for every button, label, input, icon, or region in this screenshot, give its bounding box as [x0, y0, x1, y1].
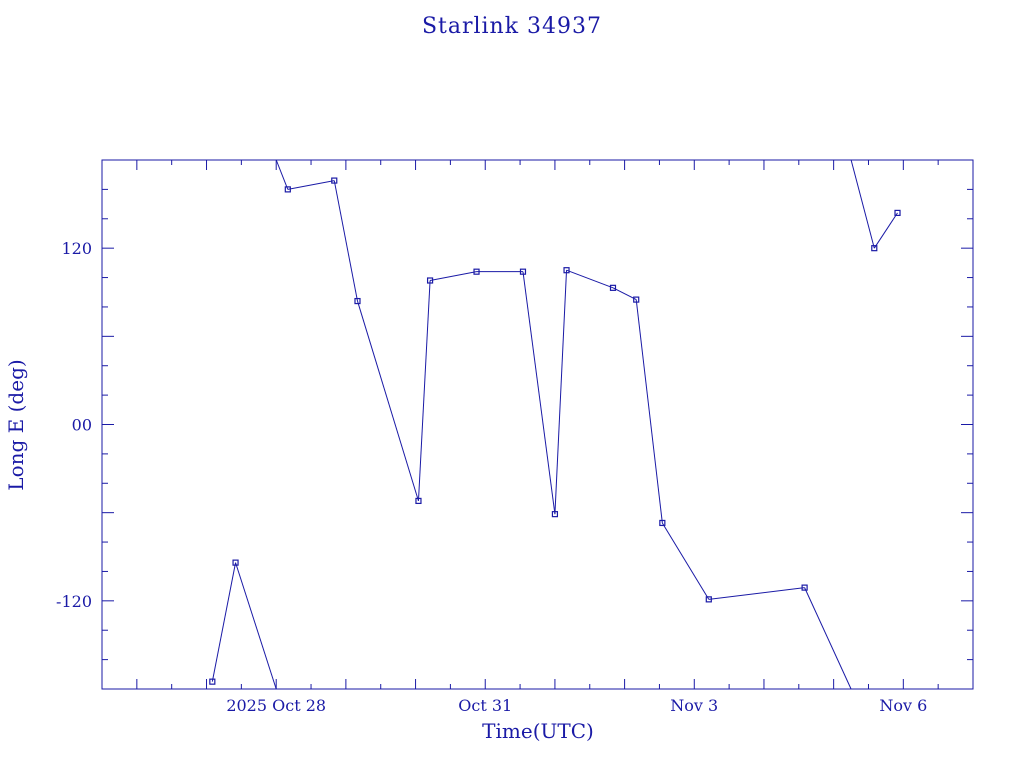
chart-title: Starlink 34937 — [421, 14, 603, 39]
series-segment — [635, 299, 663, 524]
series-segment — [417, 280, 431, 501]
series-segment — [708, 587, 805, 600]
series-segment — [275, 159, 289, 190]
series-segment — [612, 287, 637, 301]
series-segment — [804, 587, 852, 690]
data-point-marker — [426, 277, 434, 284]
data-point-marker — [659, 519, 666, 527]
y-tick-label: 00 — [72, 416, 92, 435]
series-segment — [235, 562, 277, 690]
data-point-marker — [894, 209, 901, 216]
series-segment — [566, 269, 614, 289]
series-segment — [357, 300, 419, 502]
data-point-marker — [473, 268, 480, 275]
y-tick-label: -120 — [56, 592, 92, 611]
data-point-marker — [801, 584, 808, 591]
markers-group — [209, 177, 901, 685]
y-tick-label: 120 — [61, 239, 92, 258]
x-axis-label: Time(UTC) — [482, 719, 594, 743]
ticks-group — [101, 159, 974, 690]
data-point-marker — [415, 497, 422, 505]
data-point-marker — [232, 559, 239, 566]
data-point-marker — [519, 268, 527, 275]
data-point-marker — [354, 297, 361, 305]
data-point-marker — [331, 177, 338, 184]
x-tick-label: 2025 Oct 28 — [226, 696, 326, 715]
series-segment — [429, 271, 477, 281]
y-axis-label: Long E (deg) — [4, 359, 28, 490]
x-tick-label: Nov 6 — [879, 696, 927, 715]
series-segment — [554, 270, 568, 515]
data-point-marker — [705, 596, 712, 603]
series-segment — [333, 180, 358, 302]
series-segment — [211, 562, 237, 682]
series-segment — [850, 159, 875, 249]
data-point-marker — [551, 511, 559, 518]
data-point-marker — [284, 186, 291, 193]
series-line-group — [211, 159, 898, 690]
x-tick-labels: 2025 Oct 28 Oct 31 Nov 3 Nov 6 — [226, 696, 927, 715]
data-point-marker — [563, 267, 570, 274]
x-tick-label: Nov 3 — [670, 696, 718, 715]
data-point-marker — [871, 245, 878, 252]
series-segment — [287, 180, 335, 190]
series-segment — [661, 522, 710, 600]
data-point-marker — [633, 296, 640, 303]
series-segment — [873, 212, 898, 249]
data-point-marker — [209, 678, 216, 685]
data-point-marker — [609, 284, 617, 291]
x-tick-label: Oct 31 — [458, 696, 512, 715]
plot-frame — [101, 159, 974, 690]
series-segment — [522, 271, 556, 515]
y-tick-labels: 120 00 -120 — [56, 239, 92, 611]
